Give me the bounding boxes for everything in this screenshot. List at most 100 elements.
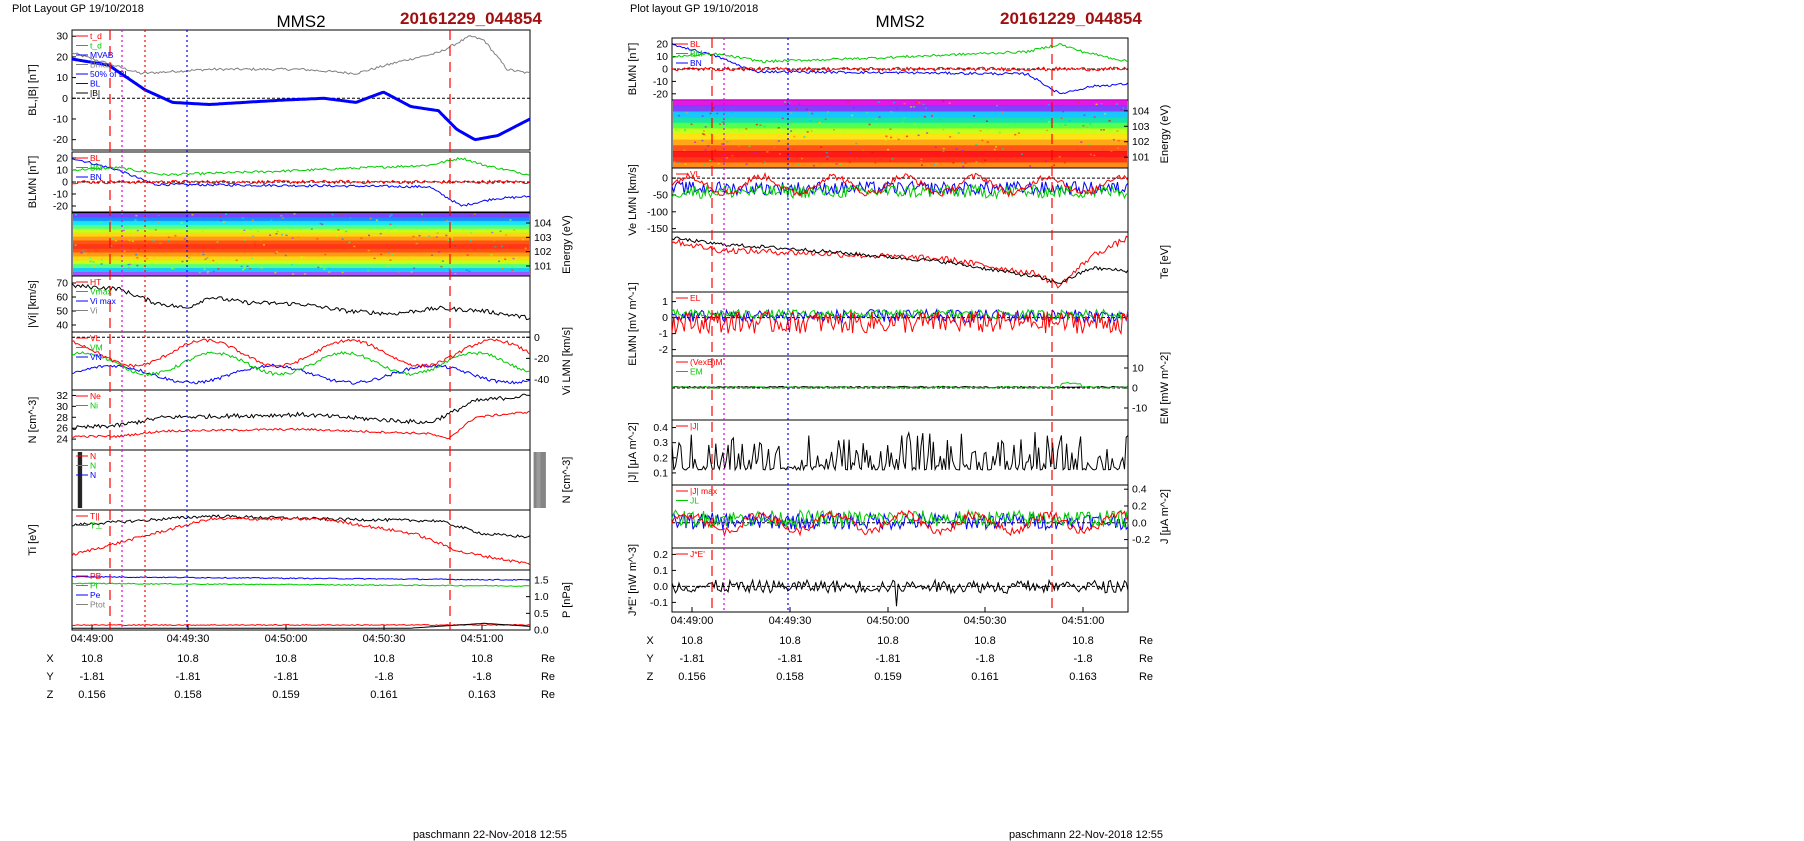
spectrogram-speckle: [145, 257, 148, 260]
spectrogram-speckle: [1093, 132, 1096, 134]
legend-entry: Pi: [90, 581, 98, 591]
spectrogram-speckle: [763, 161, 766, 163]
ephemeris-value: 0.163: [1069, 671, 1097, 683]
spectrogram-speckle: [673, 161, 676, 163]
spectrogram-speckle: [835, 163, 838, 165]
ephemeris-value: -1.81: [79, 671, 104, 683]
y-axis-label: N [cm^-3]: [27, 397, 39, 444]
spectrogram-speckle: [505, 234, 508, 236]
y-tick-label: 103: [534, 232, 552, 244]
spectrogram-speckle: [784, 101, 787, 103]
y-tick-label: 0.4: [653, 422, 668, 434]
spectrogram-speckle: [222, 221, 225, 223]
ephemeris-value: 10.8: [1072, 635, 1093, 647]
legend-entry: MVAB: [90, 50, 114, 60]
legend-entry: T⊥: [90, 521, 103, 531]
spectrogram-speckle: [321, 223, 324, 226]
y-axis-label: BLMN [nT]: [27, 156, 39, 209]
panel-frame: [71, 331, 531, 391]
spectrogram-speckle: [274, 271, 277, 274]
spectrogram-speckle: [402, 218, 405, 220]
spectrogram-band: [73, 272, 529, 277]
spectrogram-speckle: [202, 253, 205, 256]
spectrogram-speckle: [522, 238, 525, 241]
spectrogram-speckle: [494, 246, 497, 248]
spectrogram-speckle: [159, 242, 162, 245]
ephemeris-row-label: Z: [647, 671, 654, 683]
spectrogram-speckle: [183, 238, 186, 240]
spectrogram-speckle: [154, 229, 157, 231]
y-tick-label: 24: [56, 434, 68, 446]
spectrogram-speckle: [922, 103, 925, 106]
legend-entry: |B|: [90, 88, 100, 98]
y-tick-label: 0.0: [653, 581, 668, 593]
spectrogram-band: [673, 117, 1127, 124]
legend-entry: N: [90, 470, 96, 480]
spectrogram-speckle: [893, 101, 896, 104]
spectrogram-speckle: [135, 253, 138, 256]
series-line-j-e-: [671, 578, 1129, 607]
spectrogram-speckle: [996, 104, 999, 107]
series-line-bm: [71, 157, 531, 177]
spectrogram-speckle: [690, 123, 693, 125]
spectrogram-speckle: [128, 230, 131, 233]
y-tick-label: 60: [56, 292, 68, 304]
spectrogram-speckle: [918, 101, 921, 104]
y-tick-label: 103: [1132, 121, 1150, 133]
spectrogram-speckle: [386, 265, 389, 268]
spectrogram-speckle: [438, 251, 441, 253]
legend-entry: HT: [90, 277, 101, 287]
spectrogram-speckle: [1058, 156, 1061, 158]
y-tick-label: 104: [534, 218, 552, 230]
y-tick-label: 20: [56, 153, 68, 165]
y-tick-label: -2: [659, 344, 668, 356]
spectrogram-speckle: [797, 163, 800, 165]
spectrogram-speckle: [684, 163, 687, 165]
spectrogram-speckle: [248, 268, 251, 270]
spectrogram-speckle: [934, 162, 937, 165]
spectrogram-speckle: [389, 259, 392, 261]
spectrogram-speckle: [110, 245, 113, 247]
spectrogram-speckle: [745, 128, 748, 130]
spectrogram-speckle: [1045, 129, 1048, 132]
spectrogram-speckle: [100, 258, 103, 261]
spectrogram-speckle: [446, 219, 449, 222]
ephemeris-value: 0.156: [678, 671, 706, 683]
spectrogram-speckle: [906, 135, 909, 138]
spectrogram-speckle: [201, 230, 204, 233]
spectrogram-speckle: [511, 269, 514, 271]
spectrogram-speckle: [984, 159, 987, 161]
spectrogram-speckle: [985, 120, 988, 122]
spectrogram-speckle: [440, 255, 443, 258]
y-tick-label: 0.1: [653, 565, 668, 577]
spectrogram-speckle: [981, 139, 984, 142]
ephemeris-value: 0.159: [874, 671, 902, 683]
spectrogram-speckle: [797, 103, 800, 105]
spectrogram-speckle: [889, 128, 892, 130]
spectrogram-speckle: [920, 158, 923, 160]
series-line-em: [671, 382, 1129, 389]
spectrogram-speckle: [353, 245, 356, 248]
spectrogram-speckle: [281, 233, 284, 236]
spectrogram-speckle: [89, 260, 92, 263]
series-line-jn: [671, 509, 1129, 538]
ephemeris-unit: Re: [541, 689, 555, 701]
spectrogram-speckle: [1104, 113, 1107, 115]
spectrogram-speckle: [493, 239, 496, 242]
spectrogram-speckle: [219, 219, 222, 222]
legend-entry: (VexB)M: [690, 357, 723, 367]
y-tick-label: 0: [62, 93, 68, 105]
spectrogram-speckle: [421, 213, 424, 216]
legend-entry: J*E': [690, 549, 705, 559]
panel-frame: [71, 569, 531, 631]
spectrogram-speckle: [448, 231, 451, 233]
series-line-bn: [671, 66, 1129, 72]
spectrogram-speckle: [293, 213, 296, 215]
spectrogram-speckle: [340, 213, 343, 216]
y-axis-label: BL,|B| [nT]: [27, 64, 39, 116]
spectrogram-speckle: [725, 157, 728, 159]
spectrogram-speckle: [203, 268, 206, 270]
spectrogram-speckle: [491, 231, 494, 234]
spectrogram-speckle: [722, 161, 725, 163]
spectrogram-speckle: [341, 271, 344, 274]
